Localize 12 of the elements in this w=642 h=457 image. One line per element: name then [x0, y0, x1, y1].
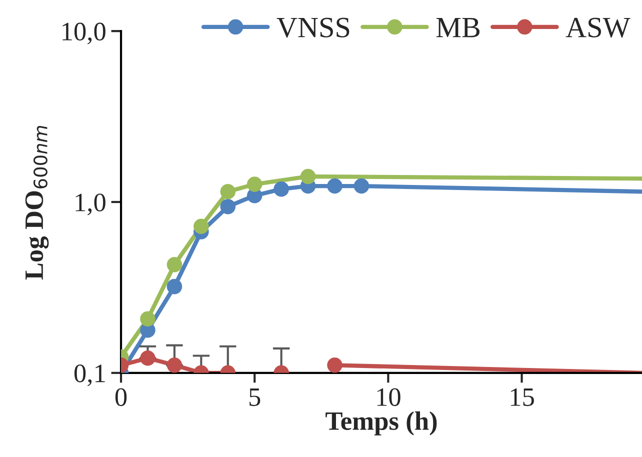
x-tick-label: 10	[377, 388, 400, 406]
x-tick-label: 5	[250, 388, 260, 406]
y-tick-label: 1,0	[76, 194, 106, 216]
legend-label: ASW	[566, 18, 630, 38]
legend-label: MB	[436, 18, 480, 38]
y-tick-label: 0,1	[74, 364, 105, 386]
legend-label: VNSS	[276, 18, 350, 38]
x-tick-label: 0	[115, 388, 127, 406]
x-tick-label: 15	[510, 388, 534, 406]
y-tick-label: 10,0	[62, 22, 106, 44]
y-axis-title: Log DO$_{600nm}$	[25, 126, 49, 280]
x-axis-title: Temps (h)	[326, 411, 437, 436]
